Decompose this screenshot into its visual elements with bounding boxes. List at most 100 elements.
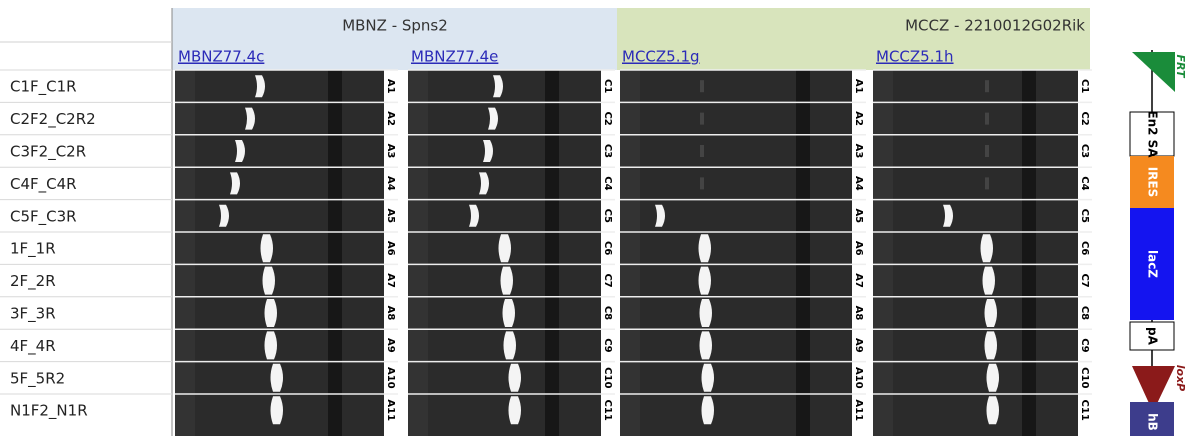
gel-band (702, 396, 715, 424)
gel-band (700, 299, 713, 327)
group-title: MCCZ - 2210012G02Rik (905, 17, 1085, 35)
lane-label: A1 (385, 79, 396, 94)
sample-link[interactable]: MCCZ5.1h (876, 48, 954, 66)
lane-label: A6 (385, 241, 396, 256)
lane-label: C9 (1079, 338, 1090, 352)
lane-label: A3 (853, 144, 864, 159)
lane-label: A11 (385, 399, 396, 421)
lane-label: C1 (602, 79, 613, 93)
cassette-label: hB (1146, 413, 1160, 431)
lane-label: A2 (385, 111, 396, 126)
lane-label: C5 (602, 209, 613, 223)
gel-band (702, 364, 715, 392)
row-label: C1F_C1R (10, 78, 77, 97)
lane-label: A8 (385, 306, 396, 321)
lane-label: A1 (853, 79, 864, 94)
gel-band (265, 299, 278, 327)
gel-band (699, 267, 712, 295)
lane-label: C2 (1079, 111, 1090, 125)
gel-band (987, 396, 1000, 424)
gel-band-faint (985, 113, 989, 125)
lane-label: C4 (1079, 176, 1090, 190)
lane-label: A2 (853, 111, 864, 126)
lane-label: A10 (385, 367, 396, 389)
gel-band (265, 331, 278, 359)
gel-shade (408, 70, 428, 436)
row-label: 5F_5R2 (10, 369, 65, 388)
lane-label: C7 (602, 273, 613, 287)
row-label: 4F_4R (10, 337, 56, 356)
cassette-label: pA (1146, 327, 1160, 346)
sample-link[interactable]: MCCZ5.1g (622, 48, 700, 66)
gel-shade (328, 70, 342, 436)
lane-label: A7 (385, 273, 396, 288)
cassette-label: loxP (1174, 365, 1187, 392)
gel-shade (1022, 70, 1036, 436)
gel-band (981, 234, 994, 262)
lane-label: A4 (385, 176, 396, 191)
lane-label: C4 (602, 176, 613, 190)
lane-label: A6 (853, 241, 864, 256)
lane-label: C7 (1079, 273, 1090, 287)
gel-band-faint (700, 177, 704, 189)
lane-label: C3 (602, 144, 613, 158)
lane-label: C9 (602, 338, 613, 352)
gel-panel: A1A2A3A4A5A6A7A8A9A10A11 (620, 70, 866, 436)
gel-band (983, 267, 996, 295)
gel-band (509, 364, 522, 392)
row-label: 1F_1R (10, 240, 56, 259)
lane-label: A11 (853, 399, 864, 421)
row-label: N1F2_N1R (10, 402, 88, 421)
lane-label: A5 (385, 208, 396, 223)
gel-band-faint (700, 80, 704, 92)
gel-band (271, 364, 284, 392)
gel-band (503, 299, 516, 327)
gel-band-faint (700, 113, 704, 125)
lane-label: C1 (1079, 79, 1090, 93)
gel-band (499, 234, 512, 262)
gel-band-faint (985, 80, 989, 92)
sample-link[interactable]: MBNZ77.4c (178, 48, 264, 66)
row-label: C4F_C4R (10, 175, 77, 194)
lane-label: A10 (853, 367, 864, 389)
gel-bg (620, 70, 866, 436)
gel-bg (175, 70, 398, 436)
gel-shade (796, 70, 810, 436)
lane-label: C10 (602, 367, 613, 388)
row-label: 3F_3R (10, 305, 56, 324)
lane-label: C8 (602, 306, 613, 320)
gel-band (501, 267, 514, 295)
cassette-label: FRT (1174, 55, 1187, 79)
gel-band (271, 396, 284, 424)
lane-label: C11 (602, 400, 613, 421)
gel-band (504, 331, 517, 359)
gel-band (263, 267, 276, 295)
gel-band-faint (700, 145, 704, 157)
sample-link[interactable]: MBNZ77.4e (411, 48, 498, 66)
page: MBNZ - Spns2 MCCZ - 2210012G02Rik FRTEn2… (0, 0, 1190, 436)
lane-label: A8 (853, 306, 864, 321)
gel-band (987, 364, 1000, 392)
gel-shade (545, 70, 559, 436)
lane-label: C5 (1079, 209, 1090, 223)
gel-shade (873, 70, 893, 436)
lane-label: C10 (1079, 367, 1090, 388)
lane-label: A9 (385, 338, 396, 353)
cassette-label: lacZ (1146, 250, 1160, 278)
row-label: C2F2_C2R2 (10, 110, 96, 129)
row-label: C5F_C3R (10, 207, 77, 226)
cassette-label: En2 SA (1146, 110, 1160, 158)
lane-label: C2 (602, 111, 613, 125)
lane-label: C11 (1079, 400, 1090, 421)
cassette-label: IRES (1146, 167, 1160, 198)
lane-label: A4 (853, 176, 864, 191)
lane-label: A5 (853, 208, 864, 223)
gel-panel: A1 A2 A3 A4 A5 A6 A7 A8 A9 A10 A11 (175, 70, 398, 436)
gel-band (985, 331, 998, 359)
gel-band-faint (985, 145, 989, 157)
lane-label: A3 (385, 144, 396, 159)
row-label: C3F2_C2R (10, 143, 86, 162)
gel-shade (175, 70, 195, 436)
row-label: 2F_2R (10, 272, 56, 291)
